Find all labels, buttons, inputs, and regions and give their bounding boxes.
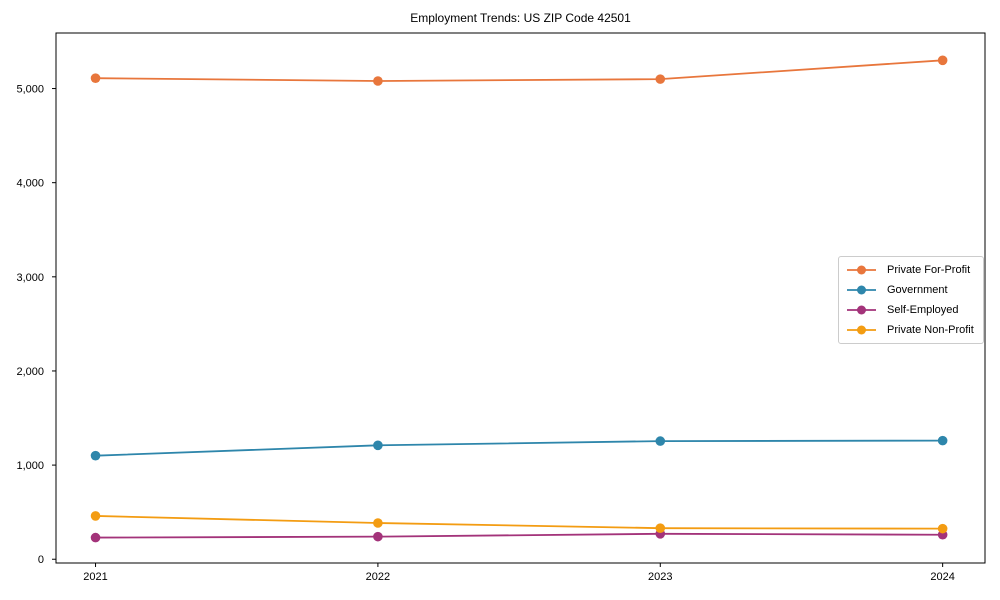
x-tick-label: 2023 <box>648 571 672 583</box>
y-tick-label: 5,000 <box>16 84 44 96</box>
series-line-self-employed <box>95 532 943 539</box>
legend-label: Government <box>887 284 948 296</box>
y-tick-label: 3,000 <box>16 272 44 284</box>
chart-title: Employment Trends: US ZIP Code 42501 <box>410 11 631 25</box>
legend-entry-self-employed: Self-Employed <box>845 300 977 320</box>
y-tick-label: 1,000 <box>16 460 44 472</box>
data-point-government <box>937 435 948 446</box>
data-point-government <box>655 436 666 446</box>
data-point-government <box>373 440 383 451</box>
government-legend-marker-icon <box>847 285 876 295</box>
legend-label: Private For-Profit <box>887 264 971 276</box>
series-line-private-for-profit <box>95 59 943 82</box>
legend: Private For-Profit Government Self-Employe… <box>838 256 984 344</box>
legend-entry-government: Government <box>845 280 977 300</box>
legend-label: Private Non-Profit <box>887 324 974 336</box>
x-tick-label: 2022 <box>366 571 390 583</box>
data-point-self-employed <box>90 532 101 543</box>
y-tick-label: 4,000 <box>16 178 44 190</box>
data-point-private-for-profit <box>373 76 383 86</box>
data-point-self-employed <box>373 531 383 542</box>
data-point-private-for-profit <box>937 55 948 66</box>
legend-label: Self-Employed <box>887 304 959 316</box>
data-point-private-non-profit <box>90 511 101 521</box>
y-tick-label: 0 <box>38 554 44 566</box>
x-tick-label: 2024 <box>930 571 954 583</box>
series-line-private-non-profit <box>95 515 943 530</box>
y-tick-label: 2,000 <box>16 366 44 378</box>
plot-border <box>55 32 986 564</box>
legend-entry-private-for-profit: Private For-Profit <box>845 260 977 280</box>
data-point-private-for-profit <box>90 73 101 83</box>
private-for-profit-legend-marker-icon <box>847 265 876 275</box>
private-non-profit-legend-marker-icon <box>847 325 876 335</box>
data-point-private-non-profit <box>937 523 948 534</box>
data-point-private-non-profit <box>655 523 666 533</box>
series-line-government <box>95 439 943 457</box>
data-point-private-for-profit <box>655 74 666 84</box>
data-point-private-non-profit <box>373 518 383 528</box>
legend-entry-private-non-profit: Private Non-Profit <box>845 320 977 340</box>
self-employed-legend-marker-icon <box>847 305 876 315</box>
x-tick-label: 2021 <box>83 571 107 583</box>
data-point-government <box>90 450 101 461</box>
